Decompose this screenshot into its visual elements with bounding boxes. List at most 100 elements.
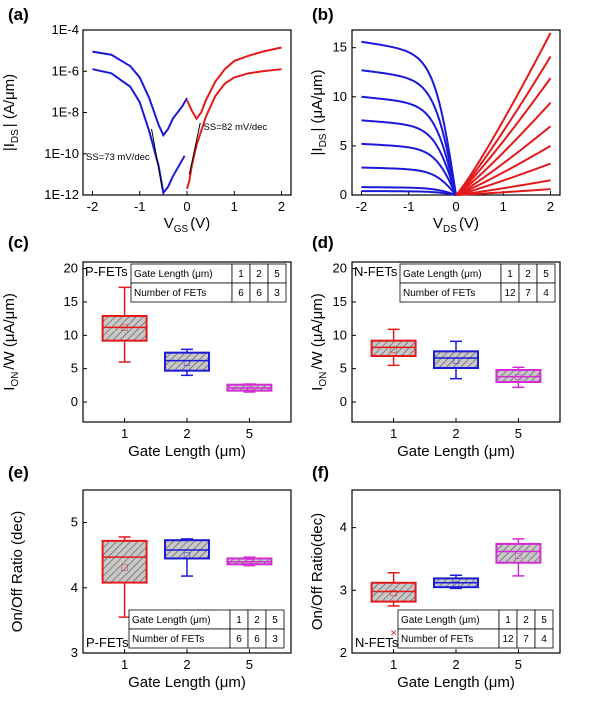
- y-tick-label: 1E-10: [44, 146, 79, 161]
- mean-marker: □: [246, 558, 254, 567]
- output-curve-blue: [361, 190, 457, 196]
- y-tick-label: 10: [333, 327, 347, 342]
- output-curve-red: [455, 162, 551, 196]
- panel-d-label: (d): [312, 233, 334, 252]
- output-curve-red: [455, 32, 552, 196]
- box-iqr: [164, 351, 210, 372]
- x-tick-label: 2: [547, 199, 554, 214]
- x-axis-label-unit: (V): [190, 215, 210, 232]
- panel-f-label: (f): [312, 463, 329, 482]
- panel-a: (a) -2 -1 0 1 2 1E-12 1E-10 1E-8 1E-6 1E-4 VGS (V) |I…: [1, 5, 292, 235]
- output-curve-red: [455, 179, 551, 196]
- x-axis-label: Gate Length (μm): [128, 674, 246, 691]
- y-axis-label-unit: | (μA/μm): [309, 70, 326, 132]
- y-axis-label: On/Off Ratio(dec): [309, 513, 326, 630]
- ss-annotation-left: SS=73 mV/dec: [86, 152, 150, 163]
- table-text: 2: [523, 615, 529, 626]
- y-tick-label: 20: [333, 261, 347, 276]
- x-tick-label: 2: [452, 426, 459, 441]
- output-curve-red: [455, 77, 552, 196]
- table-text: 1: [236, 615, 242, 626]
- panel-a-label: (a): [8, 5, 29, 24]
- table-text: 2: [256, 269, 262, 280]
- y-tick-label: 5: [340, 138, 347, 153]
- table-text: 1: [507, 269, 513, 280]
- output-curve-red: [455, 125, 552, 196]
- y-axis-label: On/Off Ratio (dec): [9, 511, 26, 632]
- y-axis-label-unit: | (A/μm): [1, 74, 18, 127]
- y-tick-label: 5: [71, 515, 78, 530]
- series-line-blue: [92, 50, 188, 138]
- table-text: 2: [254, 615, 260, 626]
- table-text: 7: [523, 634, 529, 645]
- series-line-red: [186, 46, 282, 121]
- x-tick-label: 1: [500, 199, 507, 214]
- x-axis-label-sub: DS: [443, 224, 457, 235]
- mean-marker: □: [515, 372, 523, 381]
- series-line-blue: [92, 68, 186, 196]
- y-tick-label: 5: [340, 361, 347, 376]
- output-curve-blue: [361, 95, 457, 196]
- fet-type-label: N-FETs: [354, 264, 398, 279]
- y-tick-label: 0: [340, 394, 347, 409]
- y-axis-label-sub: DS: [318, 133, 329, 147]
- y-tick-label: 3: [71, 645, 78, 660]
- x-axis-label: Gate Length (μm): [128, 443, 246, 460]
- y-tick-label: 10: [333, 89, 347, 104]
- x-tick-label: 2: [183, 657, 190, 672]
- x-tick-label: -1: [403, 199, 415, 214]
- x-tick-label: 0: [183, 199, 190, 214]
- table-text: 4: [543, 288, 549, 299]
- table-cell: [265, 628, 285, 649]
- y-tick-label: 15: [333, 294, 347, 309]
- series-line-red: [186, 68, 282, 190]
- mean-marker: □: [121, 323, 129, 332]
- x-tick-label: 0: [452, 199, 459, 214]
- table-text: Number of FETs: [403, 288, 475, 299]
- mean-marker: □: [183, 550, 191, 559]
- output-curve-red: [455, 145, 552, 196]
- x-tick-label: 5: [246, 657, 253, 672]
- fet-type-label: P-FETs: [86, 635, 129, 650]
- table-text: 6: [256, 288, 262, 299]
- x-tick-label: 5: [515, 426, 522, 441]
- mean-marker: □: [246, 384, 254, 393]
- y-axis-label-unit: /W (μA/μm): [309, 293, 326, 369]
- ss-annotation-right: SS=82 mV/dec: [204, 122, 268, 133]
- x-axis-label: Gate Length (μm): [397, 674, 515, 691]
- x-tick-label: 1: [121, 426, 128, 441]
- box-iqr: [433, 350, 479, 370]
- fet-type-label: N-FETs: [355, 635, 399, 650]
- y-tick-label: 3: [340, 582, 347, 597]
- y-axis-label: |IDS | (A/μm): [1, 74, 21, 151]
- table-text: 1: [505, 615, 511, 626]
- table-text: 7: [525, 288, 531, 299]
- box-iqr: [101, 539, 148, 584]
- y-tick-label: 10: [64, 327, 78, 342]
- output-curve-red: [455, 188, 551, 196]
- x-axis-label-main: V: [164, 215, 174, 232]
- table-text: 12: [504, 288, 516, 299]
- x-tick-label: 1: [121, 657, 128, 672]
- output-curve-red: [455, 102, 552, 196]
- y-axis-label-sub: ON: [318, 372, 329, 387]
- y-tick-label: 15: [333, 40, 347, 55]
- x-axis-label: VDS (V): [433, 215, 479, 235]
- x-tick-label: 2: [183, 426, 190, 441]
- x-tick-label: 1: [390, 426, 397, 441]
- mean-marker: □: [390, 588, 398, 597]
- output-curve-blue: [361, 119, 457, 196]
- x-axis-label: VGS (V): [164, 215, 210, 235]
- y-tick-label: 1E-12: [44, 187, 79, 202]
- y-axis-label: |IDS| (μA/μm): [309, 70, 329, 156]
- output-curve-blue: [361, 166, 457, 196]
- table-cell: [536, 282, 556, 303]
- x-axis-label-main: V: [433, 215, 443, 232]
- x-tick-label: 2: [278, 199, 285, 214]
- y-axis-label-sub: DS: [10, 129, 21, 143]
- x-axis-label: Gate Length (μm): [397, 443, 515, 460]
